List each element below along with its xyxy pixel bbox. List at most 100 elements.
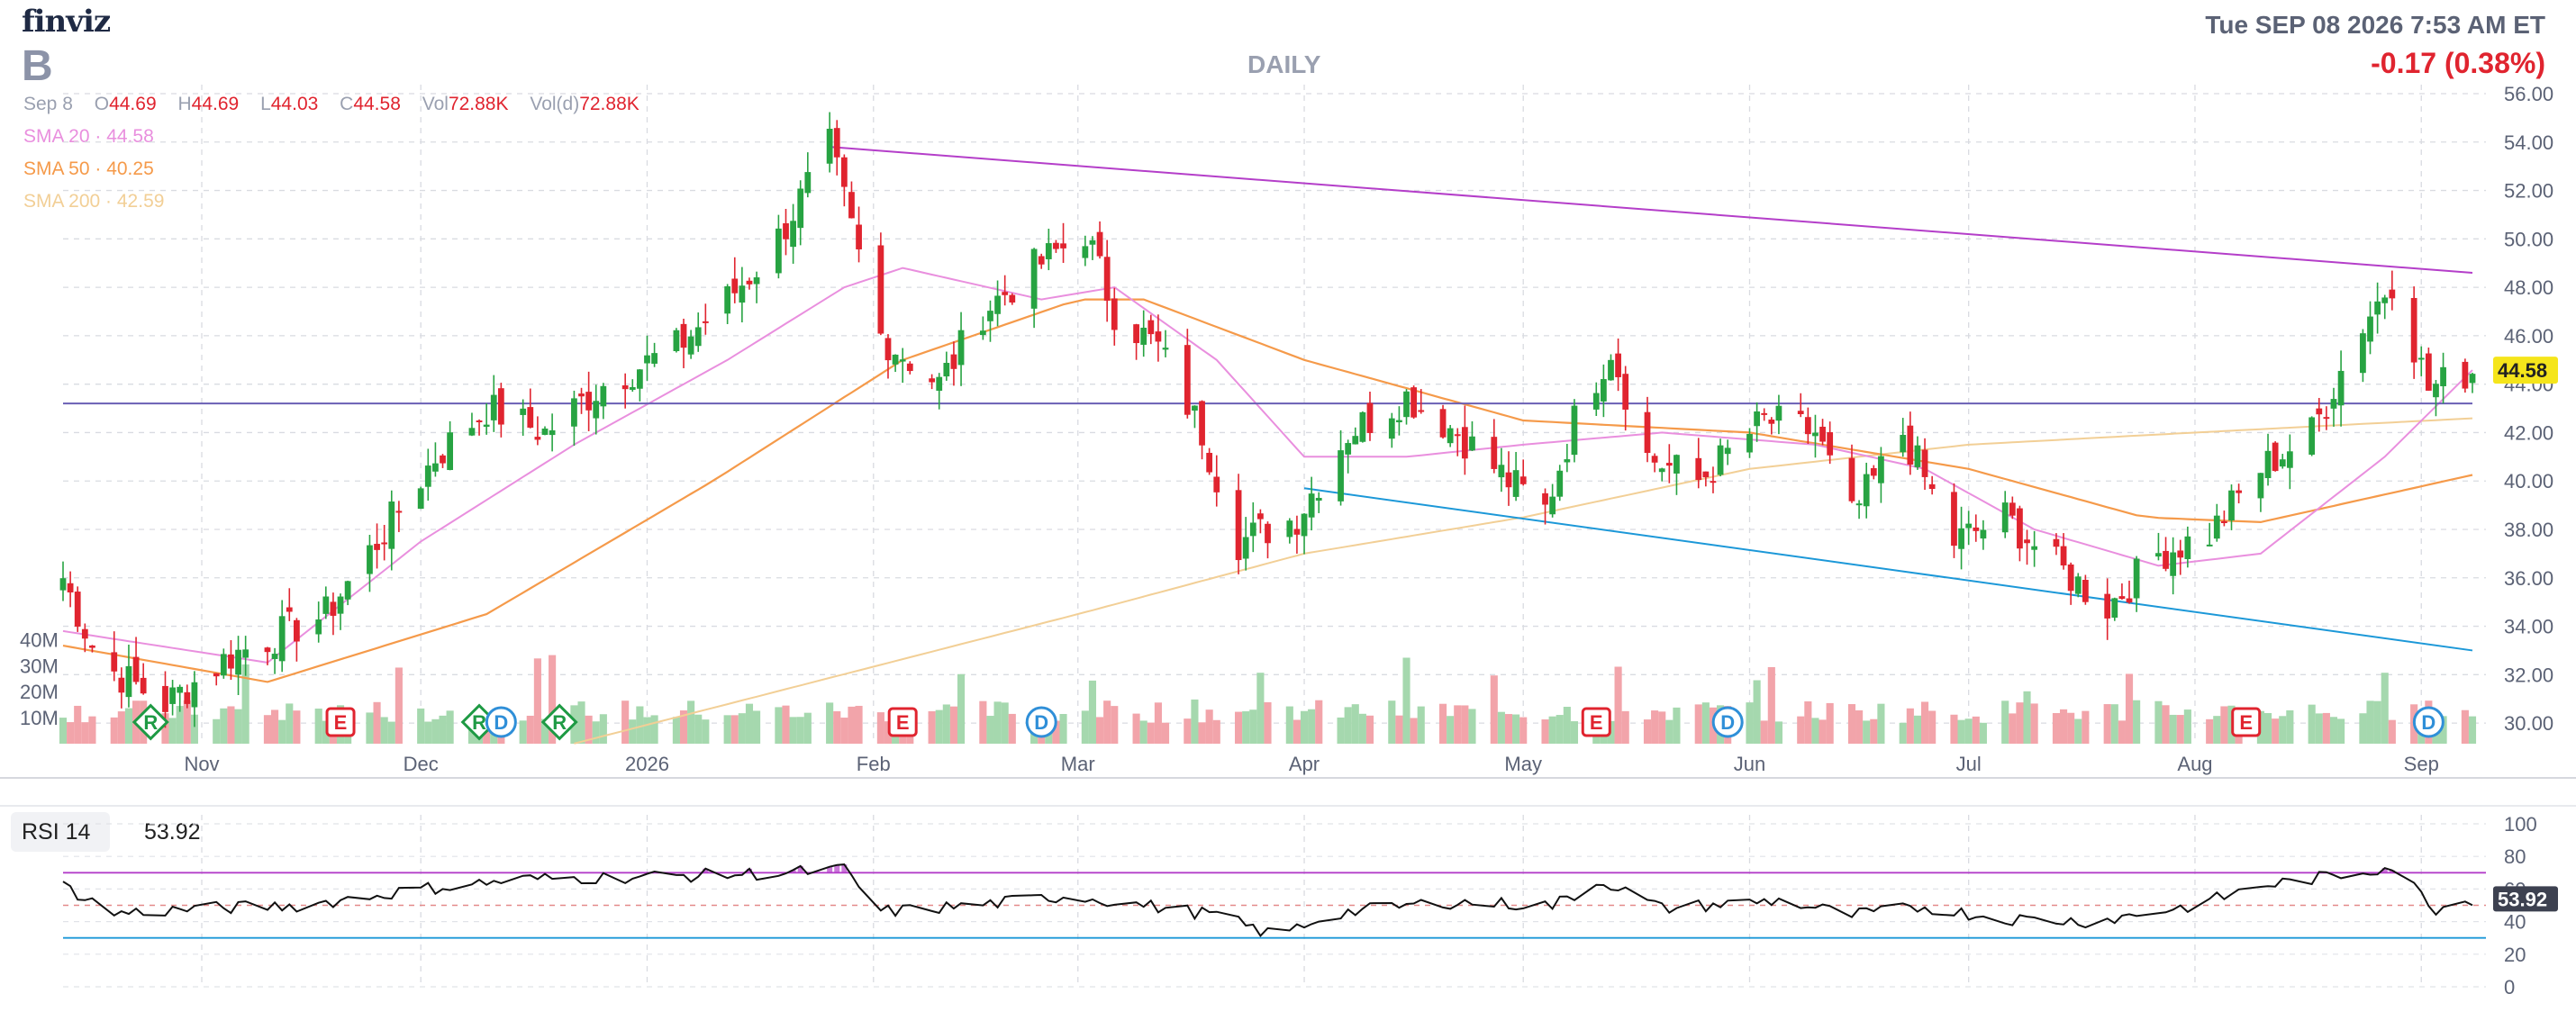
- candle: [395, 501, 403, 532]
- volume-bar: [687, 700, 695, 744]
- volume-bar: [67, 722, 75, 744]
- candle: [2024, 529, 2030, 565]
- candle: [2184, 526, 2191, 568]
- candle-body: [2024, 539, 2030, 544]
- volume-bar: [1767, 666, 1775, 744]
- volume-bar: [1205, 709, 1213, 744]
- candle: [1345, 439, 1352, 474]
- candle-body: [2067, 564, 2074, 592]
- volume-bar: [1081, 710, 1089, 744]
- candle: [1797, 393, 1804, 418]
- volume-bar: [840, 718, 848, 744]
- candle-body: [1907, 425, 1914, 465]
- volume-bar: [1438, 703, 1447, 744]
- candle-body: [826, 129, 833, 164]
- candle-body: [776, 228, 782, 274]
- volume-bar: [168, 718, 177, 744]
- candle-body: [1665, 463, 1673, 466]
- candle: [673, 328, 680, 353]
- candle: [1505, 451, 1512, 506]
- candle: [1213, 455, 1220, 507]
- candle-body: [118, 677, 125, 693]
- sma50-legend[interactable]: SMA 50 · 40.25: [23, 158, 154, 179]
- candle-body: [520, 408, 527, 415]
- candle-body: [490, 394, 497, 420]
- volume-bar: [439, 715, 447, 744]
- rsi-overbought-fill: [834, 864, 840, 873]
- candle: [1461, 405, 1468, 475]
- candle-body: [1469, 436, 1475, 451]
- candle-body: [534, 437, 541, 440]
- candle-body: [2177, 550, 2184, 558]
- candle: [621, 373, 629, 409]
- volume-bar: [2337, 718, 2345, 744]
- volume-bar: [1541, 719, 1549, 744]
- candle: [746, 277, 753, 290]
- candle: [1812, 414, 1819, 458]
- candle-body: [600, 385, 607, 407]
- candle-body: [1914, 445, 1921, 467]
- candle-body: [549, 429, 556, 436]
- candle: [2381, 294, 2389, 320]
- candle: [840, 154, 848, 207]
- candle: [1388, 412, 1395, 448]
- candle-body: [432, 463, 439, 472]
- event-letter: D: [1034, 711, 1048, 734]
- candle-body: [67, 583, 74, 592]
- candle-body: [753, 277, 760, 285]
- candle: [987, 300, 993, 342]
- rsi-label-box[interactable]: [11, 812, 110, 852]
- candle: [2469, 373, 2476, 393]
- volume-bar: [1264, 701, 1272, 744]
- candle-body: [1542, 492, 1548, 505]
- candle: [2337, 350, 2345, 427]
- candle: [629, 379, 636, 392]
- volume-bar: [1088, 680, 1097, 744]
- candle-body: [2381, 297, 2389, 303]
- sma200-legend[interactable]: SMA 200 · 42.59: [23, 191, 165, 212]
- volume-bar: [2322, 712, 2330, 744]
- candle-body: [1812, 432, 1819, 437]
- volume-bar: [1920, 701, 1929, 744]
- candle: [1002, 275, 1009, 306]
- candle: [1338, 429, 1344, 506]
- candle-body: [286, 607, 293, 612]
- candle-body: [1848, 457, 1855, 501]
- candle-body: [213, 673, 220, 677]
- volume-bar: [1365, 715, 1374, 744]
- candle-body: [2060, 546, 2067, 566]
- candle-body: [1870, 467, 1877, 476]
- candle-body: [892, 354, 899, 365]
- volume-bar: [935, 709, 943, 744]
- candle-body: [1454, 434, 1461, 437]
- candle-body: [571, 398, 577, 427]
- candle: [1249, 501, 1256, 553]
- volume-bar: [1388, 700, 1396, 744]
- candle: [169, 680, 176, 716]
- price-tick-label: 48.00: [2504, 276, 2553, 299]
- close-label: C: [340, 94, 354, 114]
- volume-bar: [2279, 716, 2287, 744]
- candle: [483, 402, 490, 435]
- candle-body: [1345, 443, 1352, 455]
- candle-body: [943, 363, 950, 377]
- candle-body: [1192, 405, 1198, 411]
- candle: [899, 348, 906, 384]
- volume-bar: [2220, 706, 2228, 744]
- candle-body: [1761, 412, 1768, 415]
- volume-bar: [241, 664, 249, 744]
- volume-bar: [2001, 700, 2009, 744]
- candle-body: [2111, 598, 2118, 619]
- volume-bar: [753, 710, 761, 744]
- candle-body: [1308, 493, 1315, 518]
- candle-body: [2279, 459, 2286, 467]
- last-price-label: 44.58: [2498, 359, 2547, 382]
- candle: [1665, 444, 1673, 483]
- event-circle: [1711, 706, 1744, 738]
- finviz-logo[interactable]: finviz: [22, 4, 111, 40]
- candle-body: [1592, 393, 1600, 410]
- rsi-overbought-fill: [790, 870, 796, 873]
- candle-body: [1096, 231, 1103, 257]
- candle: [2155, 532, 2162, 561]
